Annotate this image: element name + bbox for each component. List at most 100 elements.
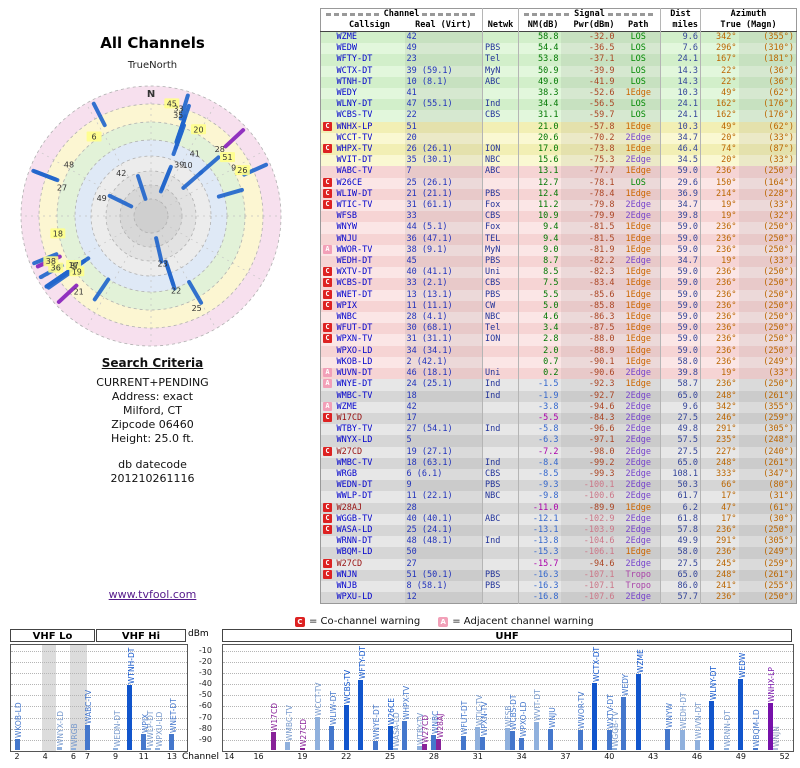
channel-real-virt: 19 (27.1): [404, 446, 483, 458]
callsign[interactable]: WHPX-TV: [336, 144, 373, 155]
callsign[interactable]: WPXU-LD: [336, 592, 373, 603]
callsign[interactable]: WFUT-DT: [336, 323, 373, 334]
nm-db: 9.0: [518, 244, 561, 257]
callsign[interactable]: WNJU: [336, 233, 357, 244]
channel-real-virt: 11 (11.1): [404, 300, 483, 313]
callsign[interactable]: WZME: [336, 32, 357, 42]
azimuth-magn: (164°): [738, 177, 797, 189]
callsign[interactable]: WTBY-TV: [336, 424, 373, 435]
channel-real-virt: 17: [404, 412, 483, 425]
callsign[interactable]: WBQM-LD: [336, 547, 373, 558]
callsign[interactable]: WKOB-LD: [336, 356, 373, 367]
nm-db: -16.3: [518, 580, 561, 593]
table-row: C WLIW-DT 21 (21.1) PBS 12.4 -78.4 1Edge 36.9 21…: [320, 188, 797, 201]
callsign[interactable]: WRNN-DT: [336, 536, 373, 547]
callsign[interactable]: W27CD: [336, 446, 363, 457]
warning-marker-cell: A: [321, 379, 335, 390]
callsign[interactable]: WFSB: [336, 211, 357, 222]
callsign[interactable]: WPIX: [336, 300, 357, 311]
pwr-dbm: -81.5: [560, 222, 617, 234]
nm-db: 2.8: [518, 334, 561, 346]
table-row: WPXO-LD 34 (34.1) 2.0 -88.9 1Edge 59.0 236° (25…: [320, 345, 797, 357]
x-tick-label: 11: [138, 752, 149, 761]
callsign[interactable]: WCBS-TV: [336, 110, 373, 121]
callsign[interactable]: WASA-LD: [336, 524, 373, 535]
pwr-dbm: -41.9: [560, 76, 617, 89]
callsign[interactable]: WWLP-DT: [336, 491, 373, 502]
network: Ind: [482, 390, 519, 402]
callsign[interactable]: WLNY-DT: [336, 99, 373, 110]
callsign[interactable]: WEDN-DT: [336, 480, 373, 491]
callsign[interactable]: W26CE: [336, 177, 363, 188]
azimuth-true: 291°: [700, 424, 739, 436]
callsign[interactable]: WPXN-TV: [336, 334, 373, 345]
table-row: C WFUT-DT 30 (68.1) Tel 3.4 -87.5 1Edge 59.0 236…: [320, 323, 797, 335]
azimuth-magn: (250°): [738, 166, 797, 178]
gridline: [11, 672, 187, 674]
callsign[interactable]: W17CD: [336, 412, 363, 423]
signal-bar: [592, 682, 598, 750]
callsign[interactable]: W28AJ: [336, 502, 363, 513]
callsign[interactable]: W27CD: [336, 558, 363, 569]
co-channel-marker: C: [323, 513, 332, 523]
callsign[interactable]: WFTY-DT: [336, 54, 373, 65]
callsign[interactable]: WNYE-DT: [336, 379, 373, 390]
radar-channel-label: 36: [51, 264, 61, 273]
nm-db: -15.3: [518, 547, 561, 559]
callsign[interactable]: WGGB-TV: [336, 513, 373, 524]
callsign[interactable]: WTIC-TV: [336, 200, 373, 211]
callsign[interactable]: WLIW-DT: [336, 188, 373, 199]
callsign[interactable]: WWOR-TV: [336, 244, 373, 255]
path: 2Edge: [616, 256, 661, 268]
warning-marker-cell: [321, 211, 335, 222]
azimuth-magn: (32°): [738, 211, 797, 223]
callsign[interactable]: WNJN: [336, 569, 357, 580]
co-channel-marker: C: [323, 569, 332, 579]
callsign[interactable]: WXTV-DT: [336, 267, 373, 278]
callsign[interactable]: WZME: [336, 401, 357, 412]
path: 2Edge: [616, 524, 661, 537]
x-tick-label: 13: [166, 752, 177, 761]
callsign[interactable]: WEDW: [336, 43, 357, 54]
callsign[interactable]: WEDH-DT: [336, 256, 373, 267]
nm-db: 5.5: [518, 289, 561, 301]
tvfool-link[interactable]: www.tvfool.com: [108, 588, 197, 601]
criteria-line: Zipcode 06460: [111, 418, 194, 431]
callsign[interactable]: WEDY: [336, 88, 357, 99]
callsign[interactable]: WMBC-TV: [336, 457, 373, 468]
callsign[interactable]: WCBS-DT: [336, 278, 373, 289]
y-tick-label: -40: [198, 679, 212, 689]
callsign[interactable]: WUVN-DT: [336, 368, 373, 379]
callsign[interactable]: WRGB: [336, 468, 357, 479]
gridline: [11, 661, 187, 663]
x-tick-label: 16: [253, 752, 264, 761]
callsign[interactable]: WTNH-DT: [336, 76, 373, 87]
callsign[interactable]: WNJB: [336, 580, 357, 591]
callsign[interactable]: WCCT-TV: [336, 132, 373, 143]
table-row: WNJU 36 (47.1) TEL 9.4 -81.5 1Edge 59.0 236° (25…: [320, 233, 797, 245]
callsign[interactable]: WVIT-DT: [336, 155, 373, 166]
azimuth-true: 248°: [700, 390, 739, 402]
callsign[interactable]: WNBC: [336, 312, 357, 323]
network: Fox: [482, 200, 519, 212]
callsign[interactable]: WNYW: [336, 222, 357, 233]
path: LOS: [616, 54, 661, 66]
path: 2Edge: [616, 211, 661, 223]
dist-miles: 59.0: [660, 312, 701, 324]
azimuth-magn: (250°): [738, 233, 797, 245]
callsign[interactable]: WMBC-TV: [336, 390, 373, 401]
callsign[interactable]: WABC-TV: [336, 166, 373, 177]
callsign[interactable]: WNET-DT: [336, 289, 373, 300]
x-tick-label: 14: [224, 752, 235, 761]
dist-miles: 27.5: [660, 446, 701, 458]
callsign[interactable]: WNYX-LD: [336, 435, 373, 446]
warning-marker-cell: [321, 346, 335, 357]
radar-channel-label: 21: [74, 288, 84, 297]
azimuth-magn: (33°): [738, 155, 797, 167]
callsign[interactable]: WCTX-DT: [336, 65, 373, 76]
warning-marker-cell: [321, 458, 335, 469]
callsign[interactable]: WNHX-LP: [336, 121, 373, 132]
signal-bar: [475, 727, 481, 750]
signal-bar: [533, 722, 539, 750]
callsign[interactable]: WPXO-LD: [336, 345, 373, 356]
